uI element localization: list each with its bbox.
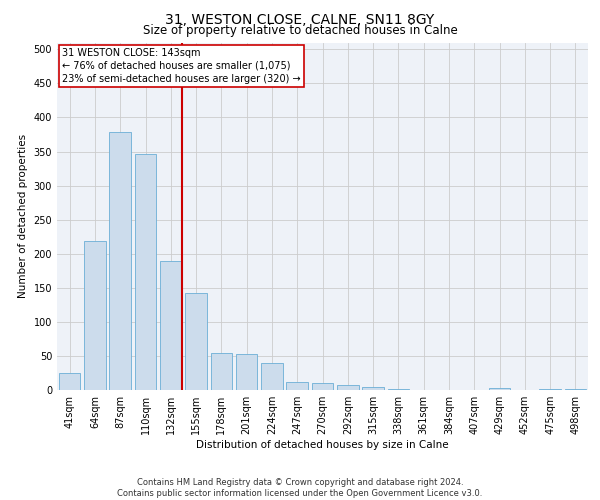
Bar [160, 260, 182, 390]
Bar [109, 132, 131, 390]
Bar [388, 388, 409, 390]
Bar [236, 354, 257, 390]
Bar [286, 382, 308, 390]
Bar [312, 383, 333, 390]
Text: 31, WESTON CLOSE, CALNE, SN11 8GY: 31, WESTON CLOSE, CALNE, SN11 8GY [166, 12, 434, 26]
Bar [185, 292, 207, 390]
Bar [59, 373, 80, 390]
Bar [261, 362, 283, 390]
Y-axis label: Number of detached properties: Number of detached properties [18, 134, 28, 298]
Text: Contains HM Land Registry data © Crown copyright and database right 2024.
Contai: Contains HM Land Registry data © Crown c… [118, 478, 482, 498]
Bar [489, 388, 510, 390]
Bar [362, 386, 384, 390]
Bar [211, 353, 232, 390]
Bar [84, 242, 106, 390]
X-axis label: Distribution of detached houses by size in Calne: Distribution of detached houses by size … [196, 440, 449, 450]
Text: 31 WESTON CLOSE: 143sqm
← 76% of detached houses are smaller (1,075)
23% of semi: 31 WESTON CLOSE: 143sqm ← 76% of detache… [62, 48, 301, 84]
Text: Size of property relative to detached houses in Calne: Size of property relative to detached ho… [143, 24, 457, 37]
Bar [337, 385, 359, 390]
Bar [135, 154, 156, 390]
